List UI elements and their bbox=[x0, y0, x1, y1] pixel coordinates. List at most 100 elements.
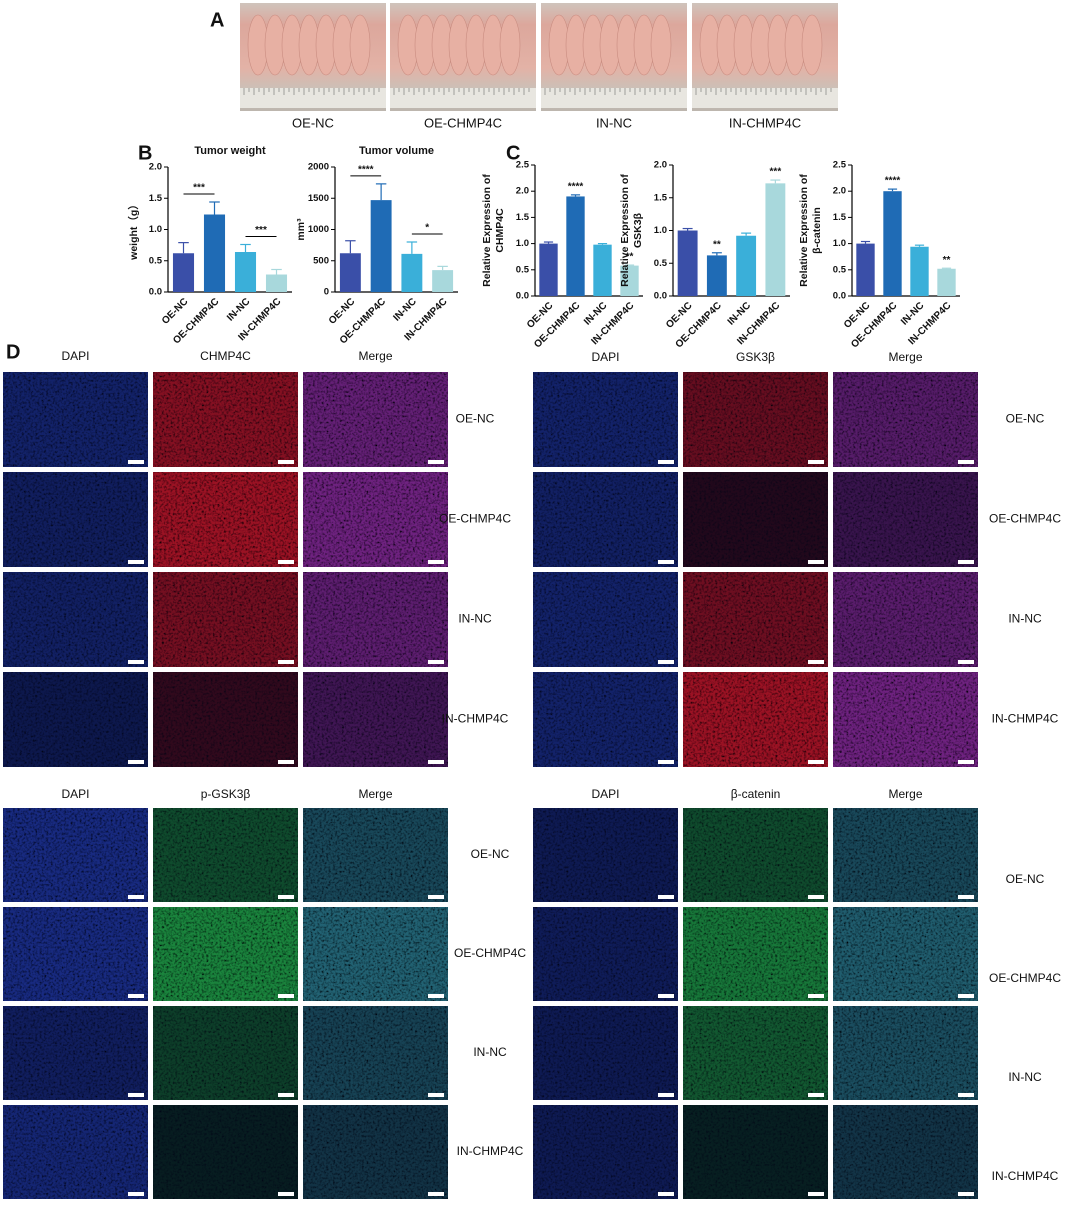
scale-bar-box bbox=[658, 560, 674, 564]
scale-bar-box bbox=[958, 660, 974, 664]
scale-bar-box bbox=[808, 1192, 824, 1196]
scale-bar-box bbox=[278, 1093, 294, 1097]
y-tick-label: 0 bbox=[324, 287, 329, 298]
bar bbox=[856, 243, 875, 296]
scale-bar-box bbox=[658, 1093, 674, 1097]
micrograph-signal bbox=[153, 1006, 298, 1100]
bar bbox=[401, 253, 423, 292]
bar bbox=[566, 196, 585, 296]
micrograph bbox=[303, 1105, 448, 1199]
column-header: Merge bbox=[888, 787, 922, 801]
micrograph-signal bbox=[153, 808, 298, 902]
scale-bar-box bbox=[278, 460, 294, 464]
significance-label: * bbox=[425, 223, 429, 234]
micrograph-signal bbox=[3, 1105, 148, 1199]
micrograph bbox=[833, 372, 978, 467]
micrograph bbox=[683, 572, 828, 667]
micrograph bbox=[833, 672, 978, 767]
bar bbox=[203, 214, 226, 292]
y-axis-label: Relative Expression of bbox=[619, 174, 631, 287]
column-header: p-GSK3β bbox=[201, 787, 251, 801]
bar bbox=[677, 230, 698, 296]
micrograph bbox=[833, 1006, 978, 1100]
photo-mouse bbox=[650, 14, 672, 76]
y-tick-label: 1000 bbox=[308, 224, 329, 235]
micrograph-signal bbox=[533, 572, 678, 667]
micrograph-signal bbox=[683, 1006, 828, 1100]
scale-bar-box bbox=[128, 1192, 144, 1196]
micrograph bbox=[533, 672, 678, 767]
micrograph bbox=[3, 472, 148, 567]
y-tick-label: 0.0 bbox=[654, 291, 667, 302]
micrograph-signal bbox=[153, 1105, 298, 1199]
scale-bar-box bbox=[128, 560, 144, 564]
y-tick-label: 0.5 bbox=[654, 258, 668, 269]
micrograph-signal bbox=[533, 472, 678, 567]
panel-label: C bbox=[506, 142, 520, 164]
micrograph-signal bbox=[833, 372, 978, 467]
column-header: DAPI bbox=[61, 787, 89, 801]
y-tick-label: 0.0 bbox=[149, 287, 162, 298]
scale-bar-box bbox=[428, 660, 444, 664]
micrograph-signal bbox=[683, 572, 828, 667]
micrograph-signal bbox=[533, 672, 678, 767]
panel-label: B bbox=[138, 142, 152, 164]
column-header: β-catenin bbox=[731, 787, 781, 801]
micrograph bbox=[533, 1006, 678, 1100]
column-header: DAPI bbox=[591, 350, 619, 364]
micrograph bbox=[3, 372, 148, 467]
micrograph-signal bbox=[833, 572, 978, 667]
column-header: CHMP4C bbox=[200, 349, 251, 363]
bar bbox=[172, 253, 195, 292]
scale-bar-box bbox=[808, 1093, 824, 1097]
row-label: IN-NC bbox=[473, 1045, 507, 1059]
significance-label: ** bbox=[943, 255, 951, 266]
bar bbox=[910, 246, 929, 296]
photo-label: IN-CHMP4C bbox=[729, 115, 801, 130]
micrograph-signal bbox=[153, 572, 298, 667]
bar bbox=[620, 265, 639, 296]
micrograph bbox=[833, 907, 978, 1001]
y-tick-label: 1.5 bbox=[833, 212, 847, 223]
micrograph bbox=[533, 572, 678, 667]
micrograph-signal bbox=[303, 808, 448, 902]
row-label: OE-CHMP4C bbox=[989, 971, 1061, 985]
micrograph-signal bbox=[303, 372, 448, 467]
significance-label: *** bbox=[255, 225, 267, 236]
panel-label: D bbox=[6, 341, 20, 363]
scale-bar-box bbox=[808, 660, 824, 664]
micrograph bbox=[303, 372, 448, 467]
row-label: IN-NC bbox=[1008, 612, 1042, 626]
y-tick-label: 1.0 bbox=[149, 224, 162, 235]
scale-bar-box bbox=[278, 895, 294, 899]
micrograph bbox=[303, 808, 448, 902]
micrograph bbox=[153, 1006, 298, 1100]
scale-bar-box bbox=[808, 760, 824, 764]
column-header: GSK3β bbox=[736, 350, 775, 364]
bar bbox=[736, 235, 757, 296]
scale-bar-box bbox=[658, 460, 674, 464]
micrograph bbox=[303, 907, 448, 1001]
scale-bar-box bbox=[808, 460, 824, 464]
scale-bar-box bbox=[128, 895, 144, 899]
y-tick-label: 0.5 bbox=[149, 255, 163, 266]
micrograph-signal bbox=[833, 472, 978, 567]
significance-label: ** bbox=[713, 239, 721, 250]
micrograph bbox=[153, 1105, 298, 1199]
bar bbox=[339, 253, 361, 292]
scale-bar-box bbox=[958, 1093, 974, 1097]
micrograph-signal bbox=[3, 472, 148, 567]
micrograph-signal bbox=[3, 372, 148, 467]
chart-title: Tumor volume bbox=[359, 145, 434, 157]
bar bbox=[370, 200, 392, 292]
scale-bar-box bbox=[278, 1192, 294, 1196]
significance-label: **** bbox=[885, 176, 901, 187]
column-header: Merge bbox=[358, 787, 392, 801]
scale-bar-box bbox=[428, 895, 444, 899]
y-axis-label: weight（g） bbox=[127, 199, 140, 261]
scale-bar-box bbox=[428, 560, 444, 564]
row-label: OE-NC bbox=[456, 412, 495, 426]
micrograph-signal bbox=[303, 672, 448, 767]
micrograph bbox=[833, 808, 978, 902]
micrograph bbox=[153, 907, 298, 1001]
